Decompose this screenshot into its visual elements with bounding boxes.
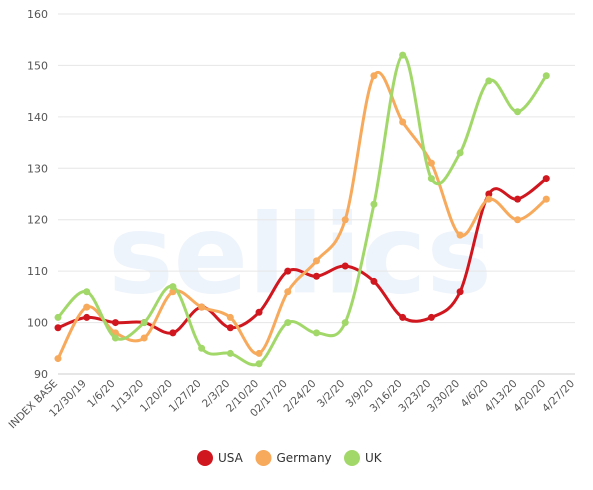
data-point — [399, 313, 407, 321]
data-point — [255, 349, 263, 357]
data-point — [370, 200, 378, 208]
data-point — [313, 272, 320, 280]
data-point — [54, 355, 62, 363]
legend-label: Germany — [277, 451, 332, 465]
data-point — [111, 319, 119, 327]
data-point — [198, 303, 206, 311]
x-tick-label: 3/30/20 — [425, 378, 462, 415]
data-point — [341, 262, 349, 270]
y-tick-label: 150 — [27, 59, 48, 72]
data-point — [542, 175, 550, 183]
data-point — [313, 329, 320, 337]
data-point — [514, 216, 522, 224]
data-point — [399, 118, 407, 126]
legend-label: USA — [218, 451, 244, 465]
x-tick-label: INDEX BASE — [6, 378, 60, 432]
data-point — [399, 51, 407, 59]
data-point — [83, 313, 91, 321]
data-point — [255, 308, 263, 316]
data-point — [169, 329, 177, 337]
data-point — [284, 288, 292, 296]
y-tick-label: 110 — [27, 265, 48, 278]
data-point — [83, 303, 91, 311]
data-point — [542, 72, 550, 80]
data-point — [456, 288, 464, 296]
data-point — [54, 324, 62, 332]
data-point — [456, 149, 464, 157]
data-point — [456, 231, 464, 239]
x-tick-label: 4/27/20 — [540, 378, 577, 415]
data-point — [83, 288, 91, 296]
data-point — [485, 195, 493, 203]
x-tick-label: 1/27/20 — [167, 378, 204, 415]
data-point — [284, 319, 292, 327]
data-point — [313, 257, 320, 265]
data-point — [370, 277, 378, 285]
data-point — [514, 108, 522, 116]
y-tick-label: 160 — [27, 8, 48, 21]
x-tick-label: 2/24/20 — [282, 378, 319, 415]
y-tick-label: 140 — [27, 111, 48, 124]
data-point — [255, 360, 263, 368]
data-point — [226, 349, 234, 357]
data-point — [284, 267, 292, 275]
data-point — [485, 77, 493, 85]
data-point — [226, 324, 234, 332]
data-point — [427, 313, 435, 321]
data-point — [485, 190, 493, 198]
watermark: sellics — [108, 190, 492, 318]
data-point — [226, 313, 234, 321]
data-point — [169, 283, 177, 291]
data-point — [198, 344, 206, 352]
data-point — [341, 216, 349, 224]
data-point — [140, 334, 148, 342]
data-point — [542, 195, 550, 203]
data-point — [111, 334, 119, 342]
y-tick-label: 100 — [27, 317, 48, 330]
y-tick-label: 120 — [27, 214, 48, 227]
y-tick-label: 90 — [34, 368, 48, 381]
legend-label: UK — [365, 451, 383, 465]
legend-marker — [197, 450, 213, 466]
data-point — [54, 313, 62, 321]
y-tick-label: 130 — [27, 162, 48, 175]
data-point — [427, 175, 435, 183]
legend-marker — [255, 450, 272, 466]
data-point — [341, 319, 349, 327]
legend-marker — [344, 450, 360, 466]
data-point — [370, 72, 378, 80]
data-point — [140, 319, 148, 327]
data-point — [514, 195, 522, 203]
data-point — [427, 159, 435, 167]
x-tick-label: 3/2/20 — [315, 378, 347, 410]
